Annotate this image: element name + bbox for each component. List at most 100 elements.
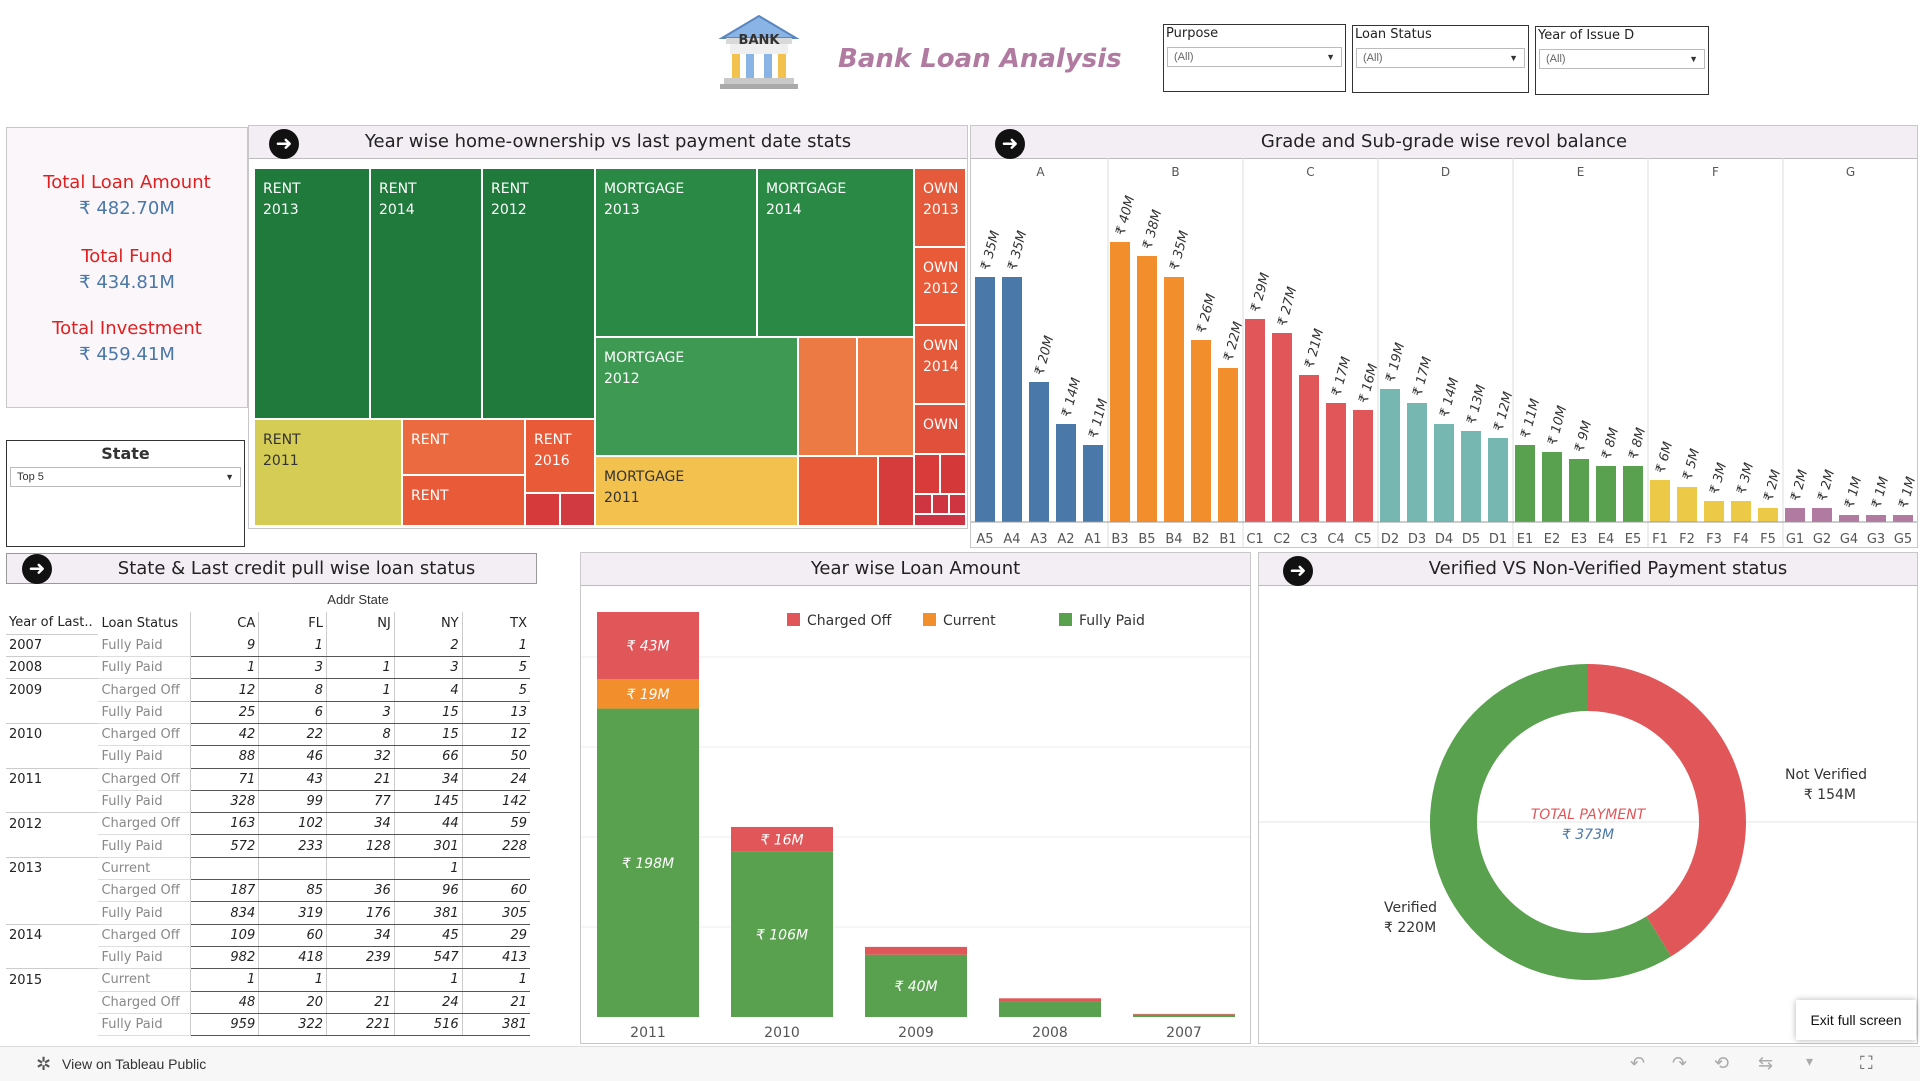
treemap-cell[interactable] bbox=[878, 456, 914, 526]
refresh-icon[interactable]: ⇆ bbox=[1758, 1053, 1774, 1073]
treemap-cell[interactable] bbox=[798, 337, 857, 456]
redo-icon[interactable]: ↷ bbox=[1672, 1053, 1688, 1073]
treemap-cell[interactable]: RENT 2012 bbox=[482, 168, 595, 419]
exit-full-screen-button[interactable]: Exit full screen bbox=[1796, 1000, 1916, 1040]
grade-bar[interactable] bbox=[975, 277, 995, 522]
grade-bar[interactable] bbox=[1434, 424, 1454, 522]
donut-slice[interactable] bbox=[1430, 664, 1672, 980]
year-of-issue-filter-select[interactable]: (All) ▼ bbox=[1539, 49, 1705, 69]
grade-bar[interactable] bbox=[1839, 515, 1859, 522]
treemap-cell[interactable]: RENT bbox=[402, 475, 525, 526]
treemap-cell[interactable] bbox=[940, 454, 966, 494]
fullscreen-icon[interactable]: ⛶ bbox=[1860, 1053, 1873, 1073]
treemap-cell[interactable]: OWN 2012 bbox=[914, 247, 966, 325]
grade-bar[interactable] bbox=[1515, 445, 1535, 522]
treemap-cell[interactable]: MORTGAGE 2011 bbox=[595, 456, 798, 526]
subgrade-tick: D3 bbox=[1408, 532, 1426, 547]
purpose-filter[interactable]: Purpose (All) ▼ bbox=[1163, 24, 1346, 92]
year-bar-segment[interactable] bbox=[1133, 1014, 1235, 1017]
grade-bar[interactable] bbox=[1758, 508, 1778, 522]
loan-status-filter[interactable]: Loan Status (All) ▼ bbox=[1352, 25, 1529, 93]
treemap-cell[interactable] bbox=[560, 493, 595, 526]
treemap-cell[interactable] bbox=[525, 493, 560, 526]
year-bar-segment[interactable] bbox=[597, 612, 699, 679]
treemap-cell[interactable] bbox=[914, 494, 932, 514]
donut-slice[interactable] bbox=[1588, 664, 1746, 957]
treemap-cell-label: MORTGAGE bbox=[766, 181, 847, 197]
grade-bar[interactable] bbox=[1704, 501, 1724, 522]
year-bar-segment[interactable] bbox=[731, 851, 833, 1017]
grade-bar[interactable] bbox=[1407, 403, 1427, 522]
grade-bar[interactable] bbox=[1029, 382, 1049, 522]
grade-bar[interactable] bbox=[1056, 424, 1076, 522]
grade-bar[interactable] bbox=[1542, 452, 1562, 522]
share-icon[interactable]: ▾ bbox=[1806, 1053, 1814, 1069]
treemap-cell[interactable] bbox=[914, 514, 966, 526]
treemap-cell[interactable] bbox=[914, 454, 940, 494]
treemap-cell[interactable]: RENT 2016 bbox=[525, 419, 595, 493]
treemap-cell[interactable]: OWN 2013 bbox=[914, 168, 966, 247]
grade-bar[interactable] bbox=[1893, 515, 1913, 522]
grade-bar[interactable] bbox=[1623, 466, 1643, 522]
treemap-cell-year: 2011 bbox=[263, 453, 299, 469]
treemap-cell[interactable]: RENT 2011 bbox=[254, 419, 402, 526]
grade-bar[interactable] bbox=[1785, 508, 1805, 522]
subgrade-tick: F5 bbox=[1760, 532, 1776, 547]
grade-bar[interactable] bbox=[1326, 403, 1346, 522]
grade-bar[interactable] bbox=[1137, 256, 1157, 522]
grade-bar[interactable] bbox=[1272, 333, 1292, 522]
grade-bar[interactable] bbox=[1596, 466, 1616, 522]
treemap-cell[interactable]: OWN 2014 bbox=[914, 325, 966, 404]
crosstab-year-cell: 2012 bbox=[6, 812, 99, 835]
grade-bar[interactable] bbox=[1218, 368, 1238, 522]
grade-bar[interactable] bbox=[1569, 459, 1589, 522]
year-of-issue-filter[interactable]: Year of Issue D (All) ▼ bbox=[1535, 26, 1709, 95]
treemap-cell[interactable] bbox=[932, 494, 949, 514]
loan-status-filter-select[interactable]: (All) ▼ bbox=[1356, 48, 1525, 68]
treemap-cell[interactable]: MORTGAGE 2013 bbox=[595, 168, 757, 337]
treemap-cell[interactable]: OWN bbox=[914, 404, 966, 454]
grade-bar[interactable] bbox=[1380, 389, 1400, 522]
treemap-cell[interactable]: MORTGAGE 2014 bbox=[757, 168, 914, 337]
treemap-cell[interactable] bbox=[857, 337, 914, 456]
treemap-cell[interactable]: RENT bbox=[402, 419, 525, 475]
grade-bar[interactable] bbox=[1812, 508, 1832, 522]
revert-icon[interactable]: ⟲ bbox=[1714, 1053, 1730, 1073]
grade-bar[interactable] bbox=[1731, 501, 1751, 522]
treemap-cell[interactable] bbox=[949, 494, 966, 514]
grade-bar[interactable] bbox=[1083, 445, 1103, 522]
purpose-filter-select[interactable]: (All) ▼ bbox=[1167, 47, 1342, 67]
year-bar-segment[interactable] bbox=[597, 678, 699, 709]
view-on-tableau-link[interactable]: View on Tableau Public bbox=[62, 1056, 207, 1072]
year-bar-segment[interactable] bbox=[999, 1001, 1101, 1017]
treemap-cell[interactable]: RENT 2014 bbox=[370, 168, 482, 419]
grade-bar[interactable] bbox=[1110, 242, 1130, 522]
treemap-cell[interactable] bbox=[798, 456, 878, 526]
grade-bar[interactable] bbox=[1191, 340, 1211, 522]
year-bar-segment[interactable] bbox=[999, 998, 1101, 1002]
year-bar-segment[interactable] bbox=[1133, 1013, 1235, 1015]
arrow-right-icon[interactable]: ➜ bbox=[1283, 556, 1313, 586]
arrow-right-icon[interactable]: ➜ bbox=[995, 129, 1025, 159]
grade-bar[interactable] bbox=[1677, 487, 1697, 522]
year-bar-segment[interactable] bbox=[865, 954, 967, 1017]
year-bar-segment[interactable] bbox=[865, 946, 967, 955]
arrow-right-icon[interactable]: ➜ bbox=[269, 129, 299, 159]
grade-bar[interactable] bbox=[1353, 410, 1373, 522]
grade-bar[interactable] bbox=[1650, 480, 1670, 522]
grade-bar[interactable] bbox=[1866, 515, 1886, 522]
grade-bar[interactable] bbox=[1002, 277, 1022, 522]
grade-bar[interactable] bbox=[1461, 431, 1481, 522]
grade-bar[interactable] bbox=[1488, 438, 1508, 522]
year-bar-segment[interactable] bbox=[731, 826, 833, 852]
undo-icon[interactable]: ↶ bbox=[1630, 1053, 1646, 1073]
arrow-right-icon[interactable]: ➜ bbox=[22, 554, 52, 584]
year-bar-segment[interactable] bbox=[597, 708, 699, 1017]
state-filter-select[interactable]: Top 5 ▼ bbox=[10, 467, 241, 487]
crosstab-value-cell: 516 bbox=[393, 1013, 463, 1037]
grade-bar[interactable] bbox=[1164, 277, 1184, 522]
treemap-cell[interactable]: RENT 2013 bbox=[254, 168, 370, 419]
treemap-cell[interactable]: MORTGAGE 2012 bbox=[595, 337, 798, 456]
grade-bar[interactable] bbox=[1299, 375, 1319, 522]
grade-bar[interactable] bbox=[1245, 319, 1265, 522]
